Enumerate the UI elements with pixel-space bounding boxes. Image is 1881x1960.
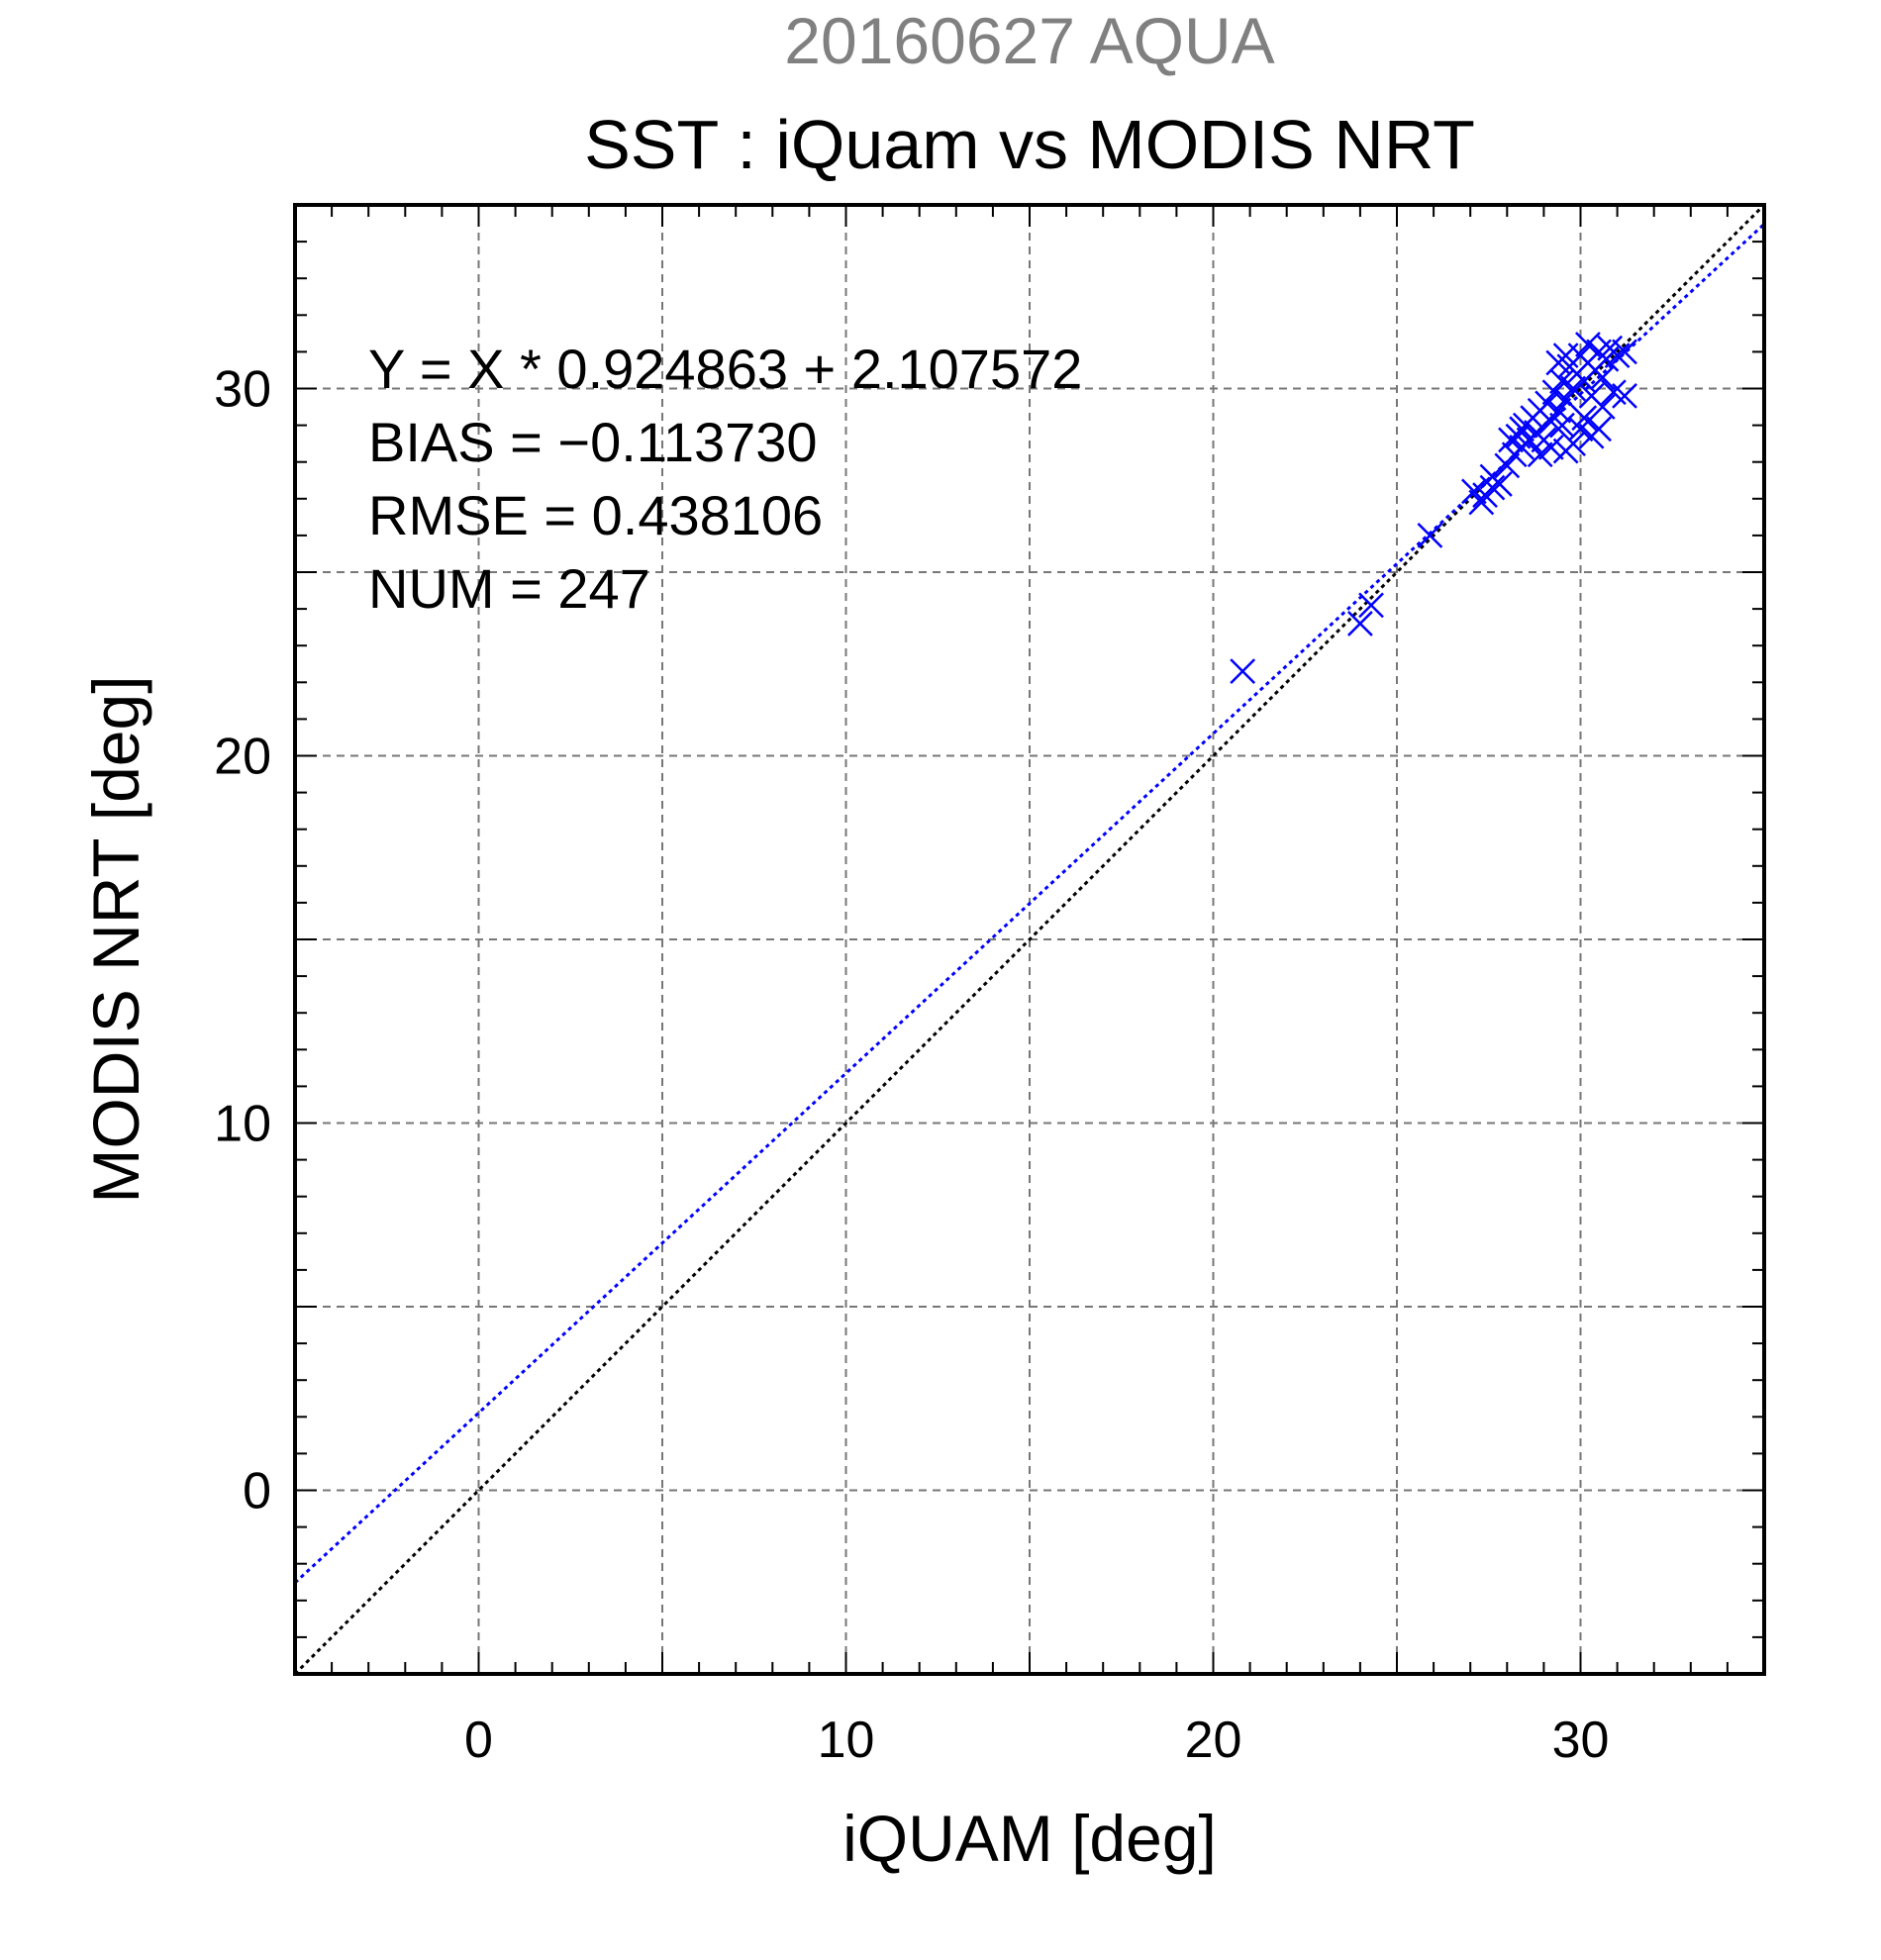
- bias-label: BIAS = −0.113730: [368, 411, 818, 473]
- scatter-point-stroke: [1560, 375, 1586, 402]
- tick-labels: 0 10 20 30 0 10 20 30: [214, 361, 1609, 1770]
- scatter-point: [1347, 611, 1373, 637]
- chart-sup-title: 20160627 AQUA: [784, 4, 1274, 77]
- scatter-point: [1230, 658, 1256, 685]
- scatter-point-stroke: [1586, 416, 1612, 442]
- scatter-point-stroke: [1505, 423, 1532, 449]
- num-label: NUM = 247: [368, 557, 650, 620]
- scatter-point: [1552, 343, 1579, 368]
- y-tick-label: 20: [214, 729, 271, 786]
- scatter-point-stroke: [1537, 434, 1564, 460]
- scatter-point: [1417, 523, 1443, 548]
- scatter-point-stroke: [1612, 339, 1637, 365]
- scatter-point-stroke: [1347, 611, 1373, 637]
- scatter-point: [1575, 332, 1601, 357]
- y-tick-label: 10: [214, 1096, 271, 1153]
- scatter-point-stroke: [1545, 397, 1572, 424]
- scatter-point: [1358, 592, 1384, 619]
- y-tick-label: 30: [214, 361, 271, 419]
- scatter-point-stroke: [1358, 592, 1384, 619]
- scatter-point: [1537, 434, 1564, 460]
- scatter-point-stroke: [1537, 409, 1564, 435]
- scatter-point-stroke: [1230, 658, 1256, 685]
- x-tick-label: 0: [464, 1712, 493, 1769]
- scatter-point-stroke: [1589, 364, 1616, 391]
- scatter-point: [1586, 416, 1612, 442]
- scatter-point-stroke: [1498, 427, 1524, 453]
- scatter-point: [1498, 427, 1524, 453]
- x-tick-label: 30: [1552, 1712, 1610, 1769]
- scatter-point: [1612, 339, 1637, 365]
- y-axis-label: MODIS NRT [deg]: [79, 675, 152, 1203]
- scatter-point: [1479, 474, 1506, 501]
- scatter-point-stroke: [1479, 463, 1506, 490]
- scatter-point-stroke: [1612, 383, 1637, 409]
- scatter-point-stroke: [1549, 412, 1575, 439]
- x-axis-label: iQUAM [deg]: [842, 1802, 1217, 1875]
- scatter-point-stroke: [1479, 474, 1506, 501]
- scatter-point-stroke: [1461, 478, 1487, 505]
- scatter-point: [1604, 343, 1631, 368]
- scatter-point-stroke: [1417, 523, 1443, 548]
- scatter-point: [1545, 397, 1572, 424]
- scatter-point: [1601, 379, 1627, 406]
- reference-lines: [295, 205, 1764, 1674]
- fit-line: [295, 223, 1764, 1584]
- scatter-point-stroke: [1552, 343, 1579, 368]
- scatter-point: [1549, 412, 1575, 439]
- rmse-label: RMSE = 0.438106: [368, 484, 823, 546]
- identity-line: [295, 205, 1764, 1674]
- fit-equation-label: Y = X * 0.924863 + 2.107572: [368, 338, 1082, 400]
- scatter-point: [1560, 375, 1586, 402]
- scatter-point-stroke: [1604, 343, 1631, 368]
- scatter-point: [1571, 405, 1598, 432]
- plot-frame: [293, 203, 1766, 1676]
- y-tick-label: 0: [243, 1463, 271, 1520]
- x-tick-label: 20: [1185, 1712, 1242, 1769]
- scatter-point-stroke: [1494, 452, 1521, 479]
- scatter-point: [1560, 431, 1586, 457]
- scatter-points: [1230, 332, 1637, 685]
- scatter-point-stroke: [1601, 379, 1627, 406]
- scatter-point-stroke: [1589, 394, 1616, 420]
- chart-title: SST : iQuam vs MODIS NRT: [584, 106, 1475, 183]
- scatter-point-stroke: [1571, 405, 1598, 432]
- scatter-point-stroke: [1527, 441, 1553, 468]
- scatter-point: [1527, 441, 1553, 468]
- x-tick-label: 10: [818, 1712, 875, 1769]
- scatter-point-stroke: [1560, 431, 1586, 457]
- scatter-point: [1479, 463, 1506, 490]
- scatter-point-stroke: [1575, 332, 1601, 357]
- scatter-point: [1589, 394, 1616, 420]
- scatter-point: [1494, 452, 1521, 479]
